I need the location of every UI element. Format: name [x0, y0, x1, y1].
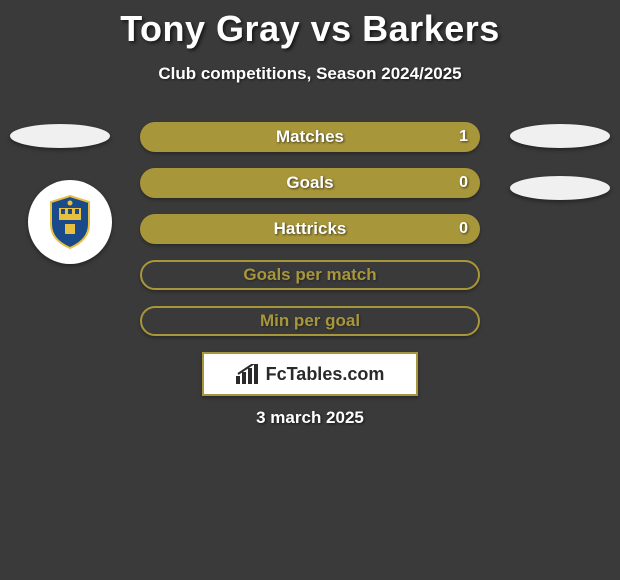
club-badge [28, 180, 112, 264]
player-right-placeholder-1 [510, 124, 610, 148]
crest-icon [47, 194, 93, 250]
stat-row-hattricks: Hattricks 0 [140, 214, 480, 244]
stat-label: Goals per match [142, 262, 478, 288]
stat-label: Min per goal [142, 308, 478, 334]
page-title: Tony Gray vs Barkers [0, 0, 620, 50]
date-text: 3 march 2025 [0, 408, 620, 428]
stat-row-goals: Goals 0 [140, 168, 480, 198]
player-right-placeholder-2 [510, 176, 610, 200]
stats-panel: Matches 1 Goals 0 Hattricks 0 Goals per … [140, 122, 480, 352]
stat-row-matches: Matches 1 [140, 122, 480, 152]
subtitle: Club competitions, Season 2024/2025 [0, 64, 620, 84]
brand-box: FcTables.com [202, 352, 418, 396]
stat-label: Hattricks [142, 216, 478, 242]
stat-row-min-per-goal: Min per goal [140, 306, 480, 336]
brand-text: FcTables.com [266, 364, 385, 385]
stat-row-goals-per-match: Goals per match [140, 260, 480, 290]
stat-label: Matches [142, 124, 478, 150]
stat-value: 0 [459, 216, 468, 242]
stat-label: Goals [142, 170, 478, 196]
stat-value: 1 [459, 124, 468, 150]
player-left-placeholder [10, 124, 110, 148]
stat-value: 0 [459, 170, 468, 196]
chart-icon [236, 364, 260, 384]
